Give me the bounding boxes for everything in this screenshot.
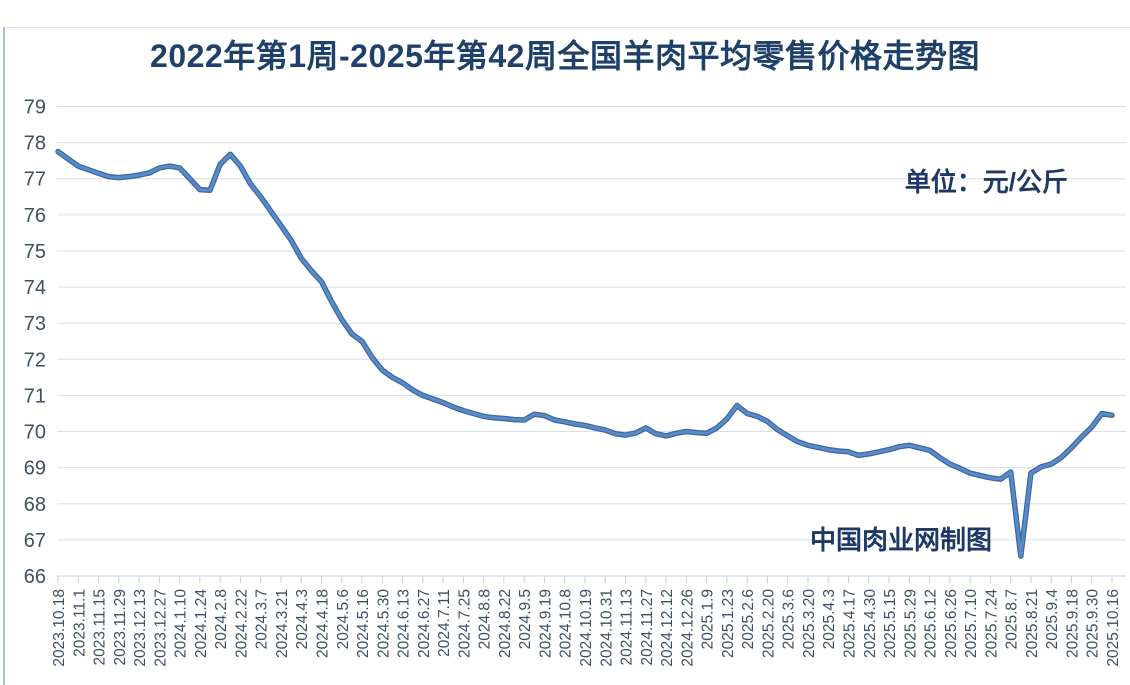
x-axis-label-0: 2023.10.18 [51,589,68,667]
chart-title: 2022年第1周-2025年第42周全国羊肉平均零售价格走势图 [150,38,980,74]
y-axis-label-75: 75 [24,241,46,263]
x-axis-label-7: 2024.1.24 [193,589,210,658]
x-axis-label-30: 2024.12.12 [659,589,676,667]
x-axis-label-12: 2024.4.3 [294,589,311,649]
x-axis-label-29: 2024.11.27 [639,589,656,665]
y-axis-label-69: 69 [24,458,46,480]
x-axis-label-25: 2024.10.8 [558,589,575,658]
x-axis-label-36: 2025.3.6 [781,589,798,649]
x-axis-label-49: 2025.9.4 [1044,589,1061,650]
y-axis-label-70: 70 [24,422,46,444]
x-axis-label-10: 2024.3.7 [254,589,271,649]
x-axis-label-50: 2025.9.18 [1064,589,1081,658]
x-axis-label-39: 2025.4.17 [842,589,859,658]
x-axis-label-27: 2024.10.31 [598,589,615,667]
price-line [56,150,1114,558]
x-axis-label-51: 2025.9.30 [1085,589,1102,658]
watermark-text: 中国肉业网制图 [810,525,993,555]
y-axis-label-74: 74 [24,277,46,299]
x-axis-label-3: 2023.11.29 [112,589,129,665]
x-axis-label-43: 2025.6.12 [923,589,940,658]
x-axis-label-24: 2024.9.19 [537,589,554,658]
x-axis-label-14: 2024.5.6 [335,589,352,649]
x-axis-label-26: 2024.10.19 [578,589,595,667]
x-axis-label-22: 2024.8.22 [497,589,514,658]
x-axis-label-8: 2024.2.8 [213,589,230,649]
x-axis-label-18: 2024.6.27 [416,589,433,658]
x-axis-label-20: 2024.7.25 [456,589,473,658]
x-axis-label-41: 2025.5.15 [882,589,899,658]
x-axis-label-31: 2024.12.26 [679,589,696,667]
y-axis-label-68: 68 [24,494,46,516]
x-axis-label-37: 2025.3.20 [801,589,818,658]
x-axis-label-9: 2024.2.22 [233,589,250,658]
x-axis-label-42: 2025.5.29 [902,589,919,658]
y-axis-label-76: 76 [24,205,46,227]
x-axis-label-1: 2023.11.1 [71,589,88,657]
y-axis-label-71: 71 [24,385,46,407]
x-axis-label-11: 2024.3.21 [274,589,291,658]
y-axis-label-67: 67 [24,530,46,552]
x-axis-label-23: 2024.9.5 [517,589,534,649]
x-axis-label-17: 2024.6.13 [396,589,413,658]
x-axis-label-28: 2024.11.13 [619,589,636,665]
x-axis-label-44: 2025.6.26 [943,589,960,658]
x-axis-label-45: 2025.7.10 [963,589,980,658]
x-axis-label-33: 2025.1.23 [720,589,737,658]
x-axis-label-13: 2024.4.18 [315,589,332,658]
x-axis-label-21: 2024.8.8 [477,589,494,649]
x-axis-label-5: 2023.12.27 [152,589,169,667]
top-border-line [6,27,1130,28]
x-axis-label-19: 2024.7.11 [436,589,453,657]
x-axis-label-38: 2025.4.3 [821,589,838,649]
x-axis-label-52: 2025.10.16 [1105,589,1122,667]
y-axis-label-79: 79 [24,97,46,119]
unit-label: 单位：元/公斤 [904,167,1068,197]
x-axis-label-4: 2023.12.13 [132,589,149,667]
x-axis-label-40: 2025.4.30 [862,589,879,658]
y-axis-label-73: 73 [24,313,46,335]
left-border-line [3,27,5,685]
y-axis-label-77: 77 [24,169,46,191]
x-axis-label-47: 2025.8.7 [1004,589,1021,649]
y-axis-label-78: 78 [24,133,46,155]
x-axis-label-34: 2025.2.6 [740,589,757,649]
x-axis-label-16: 2024.5.30 [375,589,392,658]
x-axis-label-48: 2025.8.21 [1024,589,1041,658]
y-axis-label-72: 72 [24,349,46,371]
x-axis-label-2: 2023.11.15 [92,589,109,665]
x-axis-label-6: 2024.1.10 [173,589,190,658]
x-axis-label-35: 2025.2.20 [760,589,777,658]
y-axis-label-66: 66 [24,566,46,588]
x-axis-label-32: 2025.1.9 [700,589,717,649]
price-line-outline [55,148,1115,559]
x-axis-label-15: 2024.5.16 [355,589,372,658]
x-axis-label-46: 2025.7.24 [983,589,1000,658]
